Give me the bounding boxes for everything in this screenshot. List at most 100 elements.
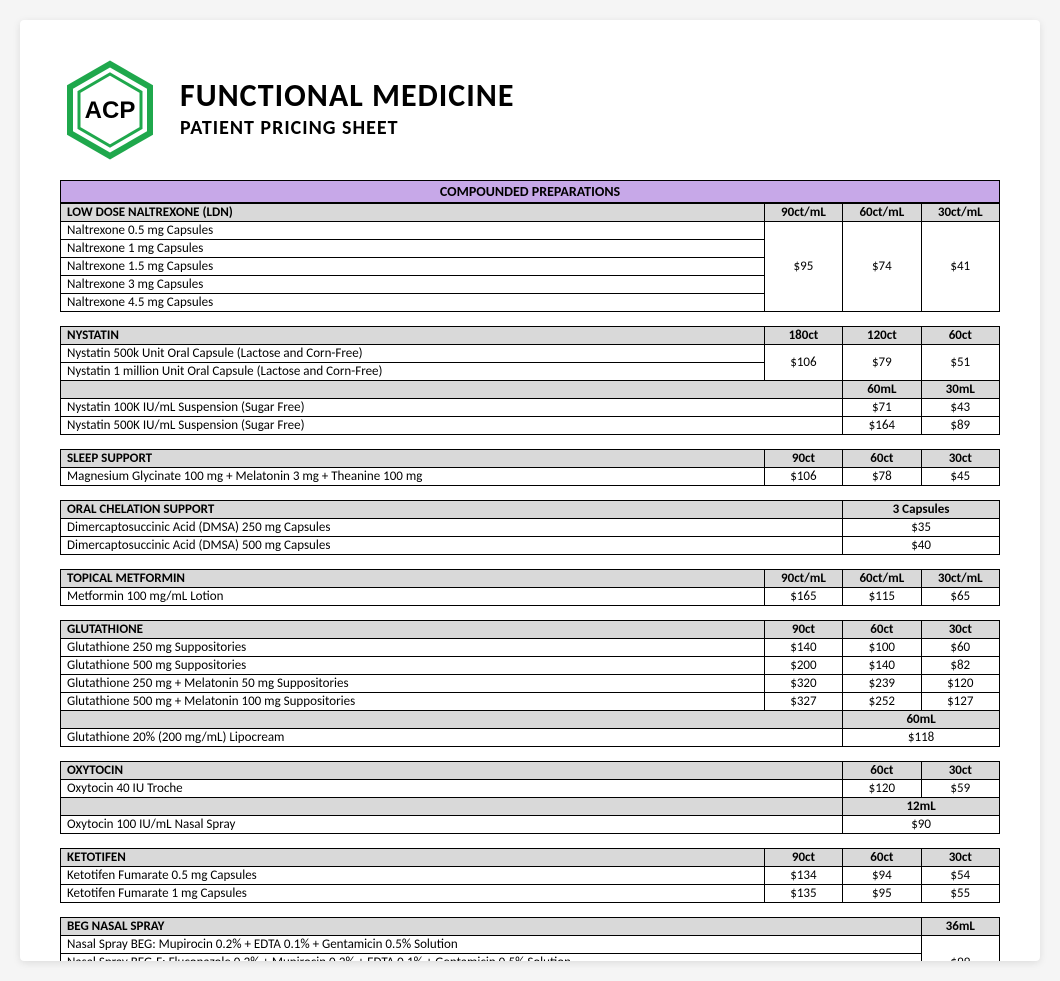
price: $54 (921, 867, 999, 885)
price: $200 (764, 657, 842, 675)
price: $55 (921, 885, 999, 903)
price: $120 (843, 780, 921, 798)
col-header: 30ct (921, 621, 999, 639)
col-header: 60mL (843, 381, 921, 399)
section-title: LOW DOSE NALTREXONE (LDN) (61, 204, 765, 222)
item: Glutathione 20% (200 mg/mL) Lipocream (61, 729, 843, 747)
price: $140 (764, 639, 842, 657)
section-title: OXYTOCIN (61, 762, 843, 780)
price: $127 (921, 693, 999, 711)
item: Naltrexone 3 mg Capsules (61, 276, 765, 294)
col-header: 60ct/mL (843, 570, 921, 588)
price: $71 (843, 399, 921, 417)
col-header: 90ct/mL (764, 570, 842, 588)
price: $95 (843, 885, 921, 903)
price: $106 (764, 468, 842, 486)
col-header: 30mL (921, 381, 999, 399)
price: $79 (843, 345, 921, 381)
subtitle: PATIENT PRICING SHEET (180, 116, 514, 140)
item: Nasal Spray BEG-F: Fluconazole 0.2% + Mu… (61, 954, 922, 962)
section-banner: COMPOUNDED PREPARATIONS (60, 180, 1000, 203)
col-header: 30ct (921, 450, 999, 468)
price: $40 (843, 537, 1000, 555)
col-header: 60ct (843, 849, 921, 867)
item: Ketotifen Fumarate 0.5 mg Capsules (61, 867, 765, 885)
col-header: 60ct (843, 450, 921, 468)
col-header: 36mL (921, 918, 999, 936)
item: Nasal Spray BEG: Mupirocin 0.2% + EDTA 0… (61, 936, 922, 954)
col-header: 60ct (921, 327, 999, 345)
col-header: 30ct/mL (921, 204, 999, 222)
price: $59 (921, 780, 999, 798)
price: $90 (843, 816, 1000, 834)
price: $89 (921, 417, 999, 435)
main-title: FUNCTIONAL MEDICINE (180, 80, 514, 112)
item: Glutathione 250 mg + Melatonin 50 mg Sup… (61, 675, 765, 693)
price: $95 (764, 222, 842, 312)
acp-logo: ACP (60, 60, 160, 160)
price: $135 (764, 885, 842, 903)
oxytocin-table: OXYTOCIN 60ct 30ct Oxytocin 40 IU Troche… (60, 761, 1000, 834)
price: $43 (921, 399, 999, 417)
item: Nystatin 100K IU/mL Suspension (Sugar Fr… (61, 399, 843, 417)
section-title: SLEEP SUPPORT (61, 450, 765, 468)
col-header: 30ct (921, 849, 999, 867)
price: $41 (921, 222, 999, 312)
nystatin-table: NYSTATIN 180ct 120ct 60ct Nystatin 500k … (60, 326, 1000, 435)
section-title: ORAL CHELATION SUPPORT (61, 501, 843, 519)
col-header: 60mL (843, 711, 1000, 729)
price: $65 (921, 588, 999, 606)
price: $115 (843, 588, 921, 606)
col-header: 90ct/mL (764, 204, 842, 222)
price: $60 (921, 639, 999, 657)
item: Glutathione 500 mg Suppositories (61, 657, 765, 675)
price: $320 (764, 675, 842, 693)
chelation-table: ORAL CHELATION SUPPORT 3 Capsules Dimerc… (60, 500, 1000, 555)
price: $82 (921, 657, 999, 675)
spacer (61, 798, 843, 816)
spacer (61, 381, 843, 399)
section-title: KETOTIFEN (61, 849, 765, 867)
item: Naltrexone 4.5 mg Capsules (61, 294, 765, 312)
item: Magnesium Glycinate 100 mg + Melatonin 3… (61, 468, 765, 486)
price: $118 (843, 729, 1000, 747)
item: Naltrexone 1.5 mg Capsules (61, 258, 765, 276)
item: Ketotifen Fumarate 1 mg Capsules (61, 885, 765, 903)
title-block: FUNCTIONAL MEDICINE PATIENT PRICING SHEE… (180, 80, 514, 140)
col-header: 60ct (843, 762, 921, 780)
section-title: BEG NASAL SPRAY (61, 918, 922, 936)
price: $165 (764, 588, 842, 606)
price: $120 (921, 675, 999, 693)
item: Naltrexone 0.5 mg Capsules (61, 222, 765, 240)
item: Glutathione 250 mg Suppositories (61, 639, 765, 657)
col-header: 180ct (764, 327, 842, 345)
document-page: ACP FUNCTIONAL MEDICINE PATIENT PRICING … (20, 20, 1040, 961)
sleep-table: SLEEP SUPPORT 90ct 60ct 30ct Magnesium G… (60, 449, 1000, 486)
section-title: TOPICAL METFORMIN (61, 570, 765, 588)
ketotifen-table: KETOTIFEN 90ct 60ct 30ct Ketotifen Fumar… (60, 848, 1000, 903)
metformin-table: TOPICAL METFORMIN 90ct/mL 60ct/mL 30ct/m… (60, 569, 1000, 606)
price: $327 (764, 693, 842, 711)
price: $74 (843, 222, 921, 312)
price: $239 (843, 675, 921, 693)
item: Naltrexone 1 mg Capsules (61, 240, 765, 258)
item: Nystatin 500k Unit Oral Capsule (Lactose… (61, 345, 765, 363)
col-header: 90ct (764, 450, 842, 468)
price: $45 (921, 468, 999, 486)
col-header: 12mL (843, 798, 1000, 816)
spacer (61, 711, 843, 729)
col-header: 120ct (843, 327, 921, 345)
price: $78 (843, 468, 921, 486)
item: Nystatin 500K IU/mL Suspension (Sugar Fr… (61, 417, 843, 435)
item: Oxytocin 100 IU/mL Nasal Spray (61, 816, 843, 834)
col-header: 90ct (764, 621, 842, 639)
price: $94 (843, 867, 921, 885)
price: $252 (843, 693, 921, 711)
glutathione-table: GLUTATHIONE 90ct 60ct 30ct Glutathione 2… (60, 620, 1000, 747)
page-header: ACP FUNCTIONAL MEDICINE PATIENT PRICING … (60, 60, 1000, 160)
price: $51 (921, 345, 999, 381)
col-header: 30ct/mL (921, 570, 999, 588)
item: Dimercaptosuccinic Acid (DMSA) 250 mg Ca… (61, 519, 843, 537)
price: $134 (764, 867, 842, 885)
col-header: 3 Capsules (843, 501, 1000, 519)
